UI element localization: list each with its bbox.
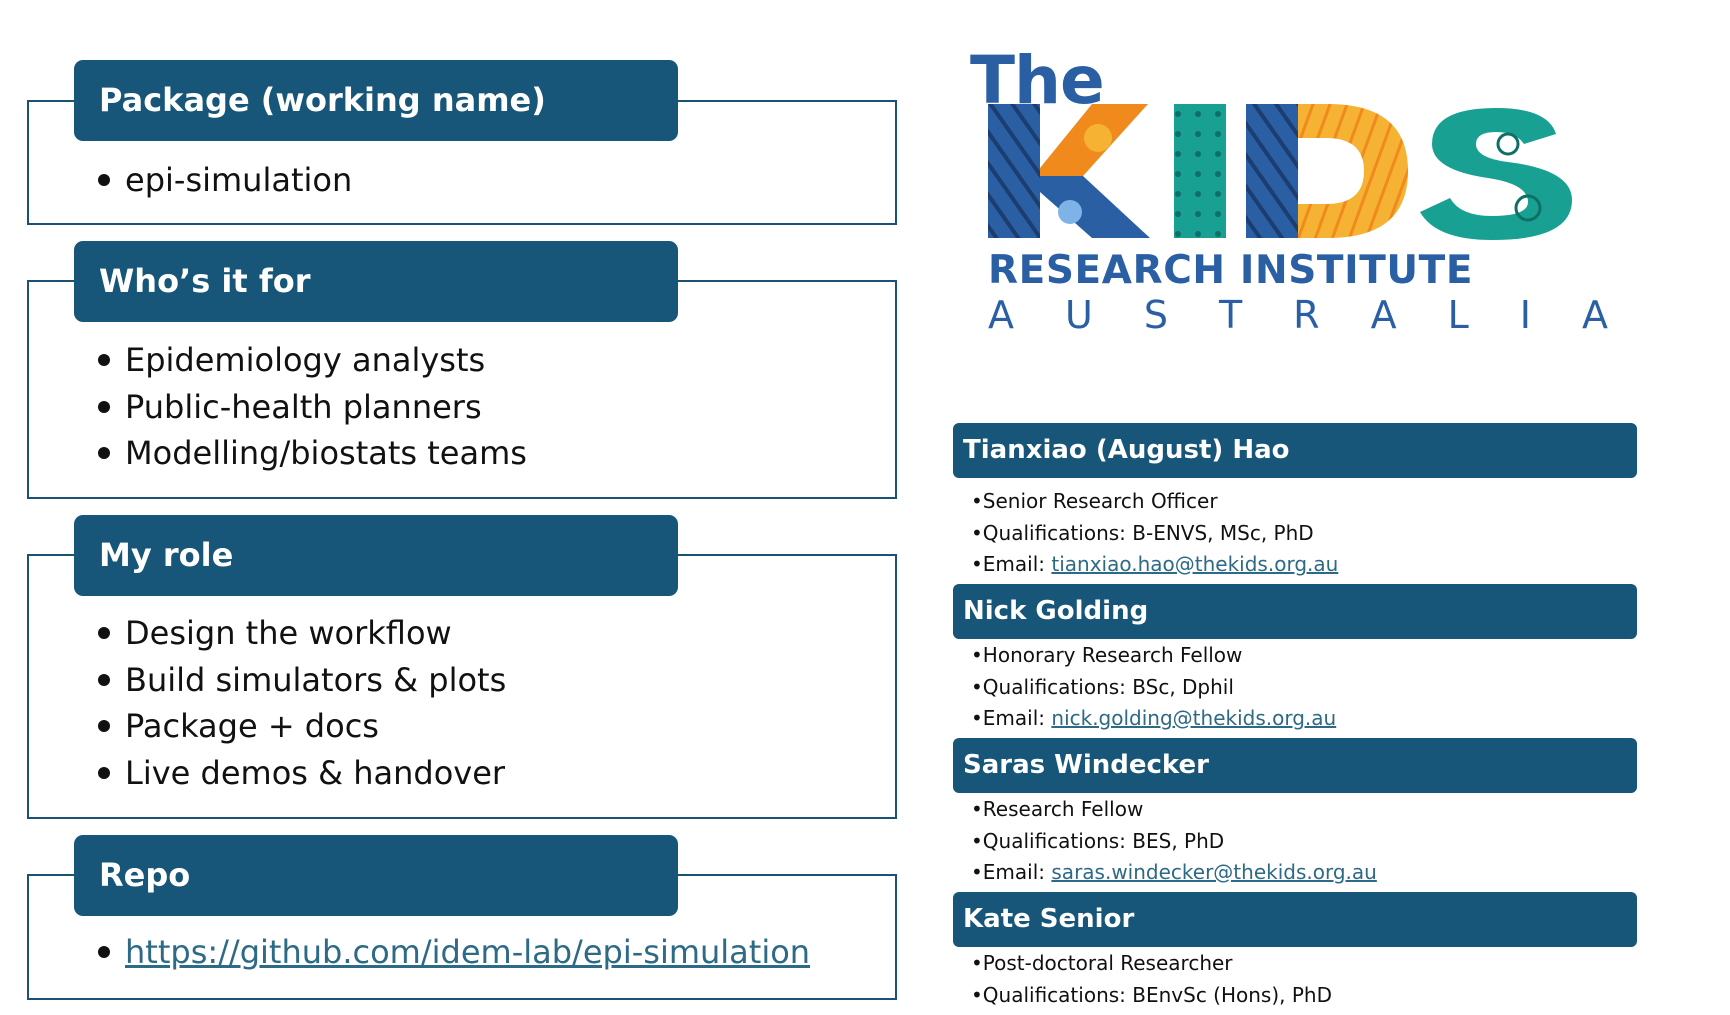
logo-australia-letter: A [1370, 293, 1397, 337]
person-qualifications: •Qualifications: B-ENVS, MSc, PhD [971, 520, 1314, 545]
person-email-row: •Email: nick.golding@thekids.org.au [971, 703, 1336, 735]
logo-letter-d [1246, 104, 1408, 238]
list-item: Public-health planners [96, 384, 527, 431]
email-link[interactable]: saras.windecker@thekids.org.au [1051, 860, 1377, 884]
person-details: •Post-doctoral Researcher •Qualification… [971, 948, 1332, 1011]
person-role: •Research Fellow [971, 797, 1144, 821]
section-package-list: epi-simulation [96, 157, 352, 204]
person-name: Saras Windecker [953, 738, 1637, 793]
person-details: •Honorary Research Fellow •Qualification… [971, 640, 1336, 735]
logo-australia-letter: S [1143, 293, 1168, 337]
section-repo-list: https://github.com/idem-lab/epi-simulati… [96, 929, 810, 976]
person-email-row: •Email: tianxiao.hao@thekids.org.au [971, 549, 1338, 581]
logo-kids-letters [988, 104, 1572, 240]
email-label: •Email: [971, 860, 1052, 884]
logo-australia-letter: T [1218, 293, 1243, 337]
logo-letter-i [1174, 104, 1226, 238]
email-link[interactable]: nick.golding@thekids.org.au [1051, 706, 1337, 730]
list-item: Modelling/biostats teams [96, 430, 527, 477]
person-details: •Senior Research Officer •Qualifications… [971, 486, 1338, 581]
list-item: Design the workflow [96, 610, 506, 657]
list-item: Live demos & handover [96, 750, 506, 797]
section-role-list: Design the workflow Build simulators & p… [96, 610, 506, 796]
person-qualifications: •Qualifications: BEnvSc (Hons), PhD [971, 982, 1333, 1007]
section-audience-title: Who’s it for [74, 241, 678, 322]
logo-australia-letter: L [1447, 293, 1469, 337]
list-item: Package + docs [96, 703, 506, 750]
person-role: •Senior Research Officer [971, 489, 1218, 513]
person-name: Kate Senior [953, 892, 1637, 947]
logo-letter-k [988, 104, 1150, 238]
kids-logo: The [968, 48, 1614, 338]
section-role-box [27, 554, 897, 819]
person-qualifications: •Qualifications: BES, PhD [971, 828, 1225, 853]
list-item: epi-simulation [96, 157, 352, 204]
list-item: Epidemiology analysts [96, 337, 527, 384]
person-email-row: •Email: saras.windecker@thekids.org.au [971, 857, 1377, 889]
logo-australia: A U S T R A L I A [988, 293, 1608, 337]
logo-australia-letter: I [1519, 293, 1531, 337]
logo-research-institute: RESEARCH INSTITUTE [988, 248, 1474, 293]
email-link[interactable]: tianxiao.hao@thekids.org.au [1051, 552, 1339, 576]
person-qualifications: •Qualifications: BSc, Dphil [971, 674, 1234, 699]
logo-letter-s [1420, 108, 1572, 240]
logo-australia-letter: A [988, 293, 1014, 337]
repo-link[interactable]: https://github.com/idem-lab/epi-simulati… [125, 933, 811, 971]
person-details: •Research Fellow •Qualifications: BES, P… [971, 794, 1377, 889]
person-name: Tianxiao (August) Hao [953, 423, 1637, 478]
person-name: Nick Golding [953, 584, 1637, 639]
logo-the-text: The [970, 42, 1105, 119]
person-role: •Post-doctoral Researcher [971, 951, 1233, 975]
list-item: Build simulators & plots [96, 657, 506, 704]
email-label: •Email: [971, 552, 1052, 576]
section-package-title: Package (working name) [74, 60, 678, 141]
list-item: https://github.com/idem-lab/epi-simulati… [96, 929, 810, 976]
section-repo-title: Repo [74, 835, 678, 916]
section-audience-list: Epidemiology analysts Public-health plan… [96, 337, 527, 477]
section-role-title: My role [74, 515, 678, 596]
logo-australia-letter: A [1581, 293, 1608, 337]
logo-australia-letter: U [1065, 293, 1093, 337]
logo-australia-letter: R [1293, 293, 1320, 337]
email-label: •Email: [971, 706, 1052, 730]
person-role: •Honorary Research Fellow [971, 643, 1243, 667]
